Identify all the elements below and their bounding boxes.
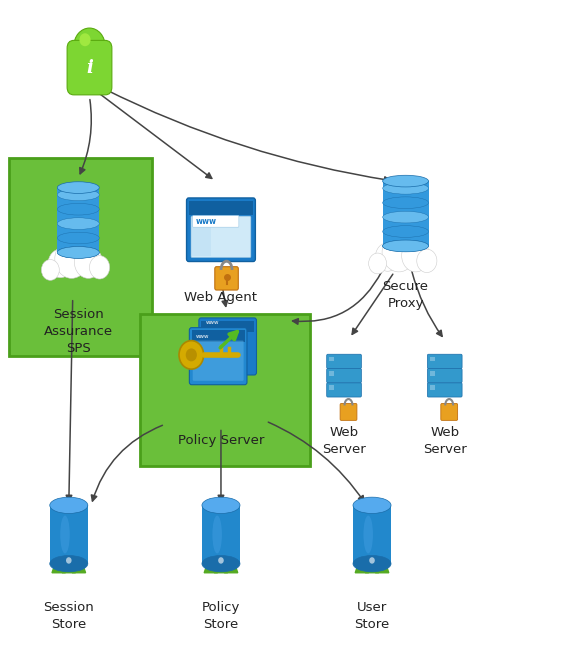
Bar xyxy=(50,506,88,564)
FancyBboxPatch shape xyxy=(215,267,238,290)
Ellipse shape xyxy=(57,232,99,244)
FancyBboxPatch shape xyxy=(191,216,251,258)
Polygon shape xyxy=(72,553,85,573)
FancyBboxPatch shape xyxy=(441,404,458,421)
Text: Session
Assurance
SPS: Session Assurance SPS xyxy=(44,307,113,354)
Polygon shape xyxy=(355,553,368,573)
Bar xyxy=(189,201,253,215)
FancyBboxPatch shape xyxy=(340,404,357,421)
Polygon shape xyxy=(214,553,228,573)
Ellipse shape xyxy=(57,189,99,201)
Bar xyxy=(202,506,240,564)
Bar xyxy=(329,371,334,375)
Bar xyxy=(383,181,428,246)
FancyBboxPatch shape xyxy=(427,383,462,397)
Circle shape xyxy=(89,256,110,279)
Circle shape xyxy=(186,349,197,362)
Text: www: www xyxy=(195,334,209,339)
Circle shape xyxy=(218,557,224,564)
Text: Session
Store: Session Store xyxy=(44,600,94,630)
Text: Web Agent: Web Agent xyxy=(184,291,258,304)
Bar xyxy=(192,217,211,256)
Circle shape xyxy=(369,557,375,564)
Ellipse shape xyxy=(202,555,240,572)
Circle shape xyxy=(417,249,437,273)
Polygon shape xyxy=(366,553,379,573)
Bar xyxy=(201,320,254,332)
Text: Web
Server: Web Server xyxy=(322,426,366,456)
Polygon shape xyxy=(224,553,238,573)
Ellipse shape xyxy=(383,211,428,223)
FancyBboxPatch shape xyxy=(327,354,362,368)
FancyBboxPatch shape xyxy=(67,41,112,95)
Text: Policy Server: Policy Server xyxy=(178,434,264,447)
Bar xyxy=(329,356,334,362)
Circle shape xyxy=(402,239,429,272)
Bar xyxy=(192,330,245,342)
Text: Web
Server: Web Server xyxy=(423,426,467,456)
Ellipse shape xyxy=(57,247,99,258)
FancyBboxPatch shape xyxy=(186,198,255,262)
Bar xyxy=(57,188,99,252)
Circle shape xyxy=(368,253,386,274)
Circle shape xyxy=(66,557,72,564)
Ellipse shape xyxy=(57,218,99,230)
Circle shape xyxy=(80,33,90,46)
Text: i: i xyxy=(86,59,93,77)
FancyBboxPatch shape xyxy=(189,328,247,385)
FancyBboxPatch shape xyxy=(10,158,152,356)
FancyBboxPatch shape xyxy=(327,383,362,397)
FancyBboxPatch shape xyxy=(140,314,311,466)
FancyBboxPatch shape xyxy=(199,318,257,375)
Bar xyxy=(329,385,334,390)
Circle shape xyxy=(382,233,416,272)
Polygon shape xyxy=(62,553,76,573)
FancyBboxPatch shape xyxy=(427,368,462,383)
Polygon shape xyxy=(204,553,218,573)
Ellipse shape xyxy=(383,240,428,252)
Ellipse shape xyxy=(383,226,428,237)
Circle shape xyxy=(41,260,59,281)
Ellipse shape xyxy=(383,240,428,252)
Text: www: www xyxy=(195,217,216,226)
FancyBboxPatch shape xyxy=(193,215,239,227)
FancyBboxPatch shape xyxy=(327,368,362,383)
Ellipse shape xyxy=(383,182,428,194)
Ellipse shape xyxy=(363,515,373,553)
Text: Secure
Proxy: Secure Proxy xyxy=(383,281,429,310)
Circle shape xyxy=(74,28,105,64)
Bar xyxy=(429,385,434,390)
Circle shape xyxy=(48,249,73,278)
Polygon shape xyxy=(52,553,66,573)
Bar xyxy=(429,356,434,362)
Ellipse shape xyxy=(57,203,99,215)
Ellipse shape xyxy=(383,175,428,187)
Ellipse shape xyxy=(383,197,428,209)
Bar xyxy=(353,506,391,564)
Polygon shape xyxy=(375,553,389,573)
Circle shape xyxy=(75,246,102,279)
Ellipse shape xyxy=(353,497,391,513)
Ellipse shape xyxy=(50,497,88,513)
Text: Policy
Store: Policy Store xyxy=(202,600,240,630)
FancyBboxPatch shape xyxy=(193,341,244,381)
Circle shape xyxy=(55,239,88,279)
FancyBboxPatch shape xyxy=(427,354,462,368)
Circle shape xyxy=(179,341,203,369)
Ellipse shape xyxy=(202,497,240,513)
Ellipse shape xyxy=(57,247,99,258)
Bar xyxy=(429,371,434,375)
Text: www: www xyxy=(206,320,219,325)
Ellipse shape xyxy=(50,555,88,572)
Circle shape xyxy=(375,243,400,271)
Ellipse shape xyxy=(60,515,69,553)
Ellipse shape xyxy=(353,555,391,572)
Ellipse shape xyxy=(57,182,99,194)
Text: User
Store: User Store xyxy=(354,600,390,630)
Ellipse shape xyxy=(212,515,222,553)
